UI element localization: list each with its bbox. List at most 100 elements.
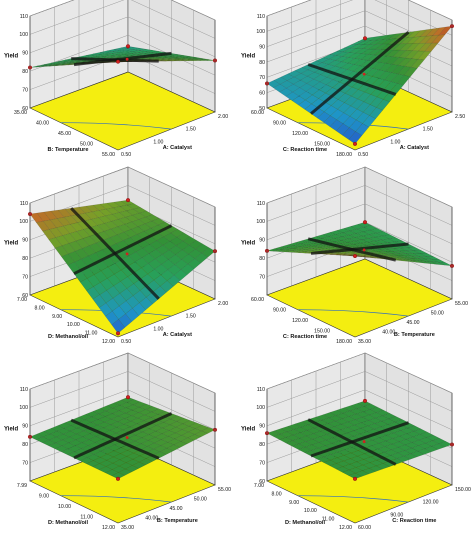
z-tick-label: 100 (256, 29, 265, 35)
x-tick-label: 90.00 (390, 512, 403, 518)
x-tick-label: 45.00 (407, 320, 420, 326)
y-tick-label: 7.00 (17, 297, 27, 303)
y-axis-title: D: Methanol/oil (285, 520, 326, 526)
z-tick-label: 110 (20, 14, 28, 20)
x-tick-label: 35.00 (358, 339, 371, 345)
y-tick-label: 7.00 (254, 483, 264, 489)
y-tick-label: 11.00 (85, 331, 98, 337)
z-tick-label: 100 (256, 405, 265, 411)
x-axis-title: B: Temperature (157, 518, 198, 524)
z-tick-label: 60 (259, 479, 265, 485)
z-axis-title: Yield (241, 53, 255, 59)
x-tick-label: 1.50 (186, 127, 196, 133)
y-tick-label: 8.00 (271, 491, 281, 497)
z-tick-label: 80 (259, 60, 265, 66)
z-tick-label: 60 (22, 293, 28, 299)
z-tick-label: 110 (257, 14, 265, 20)
y-tick-label: 60.00 (251, 110, 264, 116)
z-tick-label: 110 (257, 387, 265, 393)
y-tick-label: 12.00 (102, 339, 115, 345)
surface-plot-6: 60 70 80 90 100 110 Yield 7.00 8.00 9.00 10.00 11.0… (241, 352, 471, 531)
z-tick-label: 110 (20, 387, 28, 393)
y-tick-label: 55.00 (102, 152, 115, 158)
y-axis-title: B: Temperature (48, 147, 89, 153)
y-tick-label: 60.00 (251, 297, 264, 303)
y-tick-label: 10.00 (304, 508, 317, 514)
x-tick-label: 2.50 (455, 114, 465, 120)
z-tick-label: 100 (256, 219, 265, 225)
z-tick-label: 90 (259, 424, 265, 430)
z-tick-label: 90 (259, 238, 265, 244)
z-axis-title: Yield (4, 426, 18, 432)
x-axis-title: A: Catalyst (163, 145, 192, 151)
x-tick-label: 0.50 (121, 152, 131, 158)
z-tick-label: 80 (22, 442, 28, 448)
surface-plot-5: 70 80 90 100 110 Yield 7.99 9.00 10.00 11.00 12.00… (4, 352, 231, 531)
x-tick-label: 120.00 (423, 500, 439, 506)
y-axis-title: C: Reaction time (283, 334, 327, 340)
x-tick-label: 0.50 (358, 152, 368, 158)
surface-plot-1: 60 70 80 90 100 110 Yield 35.00 40.00 45.00 50.00 5… (4, 0, 228, 158)
x-tick-label: 55.00 (218, 487, 231, 493)
y-tick-label: 90.00 (273, 121, 286, 127)
y-tick-label: 180.00 (336, 339, 352, 345)
z-tick-label: 70 (259, 75, 265, 81)
surface-plot-4: 70 80 90 100 110 Yield 60.00 90.00 120.00 150.00 1… (241, 166, 468, 345)
z-tick-label: 80 (22, 69, 28, 75)
y-tick-label: 120.00 (292, 318, 308, 324)
x-tick-label: 35.00 (121, 525, 134, 531)
y-axis-title: C: Reaction time (283, 147, 327, 153)
z-tick-label: 80 (259, 256, 265, 262)
x-axis-title: C: Reaction time (392, 518, 436, 524)
y-tick-label: 9.00 (39, 494, 49, 500)
y-tick-label: 180.00 (336, 152, 352, 158)
y-tick-label: 8.00 (34, 305, 44, 311)
z-tick-label: 70 (22, 274, 28, 280)
y-tick-label: 45.00 (58, 131, 71, 137)
y-tick-label: 10.00 (67, 322, 80, 328)
x-axis-title: B: Temperature (394, 332, 435, 338)
x-tick-label: 2.00 (218, 301, 228, 307)
x-tick-label: 1.50 (186, 314, 196, 320)
z-tick-label: 70 (22, 87, 28, 93)
y-tick-label: 11.00 (80, 515, 93, 521)
z-tick-label: 100 (19, 405, 28, 411)
z-axis-title: Yield (241, 240, 255, 246)
x-tick-label: 1.00 (153, 139, 163, 145)
x-tick-label: 0.50 (121, 339, 131, 345)
x-tick-label: 50.00 (431, 311, 444, 317)
x-tick-label: 1.00 (153, 326, 163, 332)
y-tick-label: 12.00 (339, 525, 352, 531)
z-tick-label: 70 (22, 460, 28, 466)
z-tick-label: 50 (259, 106, 265, 112)
z-axis-title: Yield (241, 426, 255, 432)
z-axis-title: Yield (4, 240, 18, 246)
y-tick-label: 40.00 (36, 121, 49, 127)
y-tick-label: 50.00 (80, 142, 93, 148)
y-tick-label: 150.00 (314, 142, 330, 148)
z-tick-label: 110 (20, 201, 28, 207)
x-tick-label: 50.00 (194, 497, 207, 503)
x-tick-label: 150.00 (455, 487, 471, 493)
y-tick-label: 90.00 (273, 308, 286, 314)
x-tick-label: 2.00 (218, 114, 228, 120)
x-axis-title: A: Catalyst (163, 332, 192, 338)
y-tick-label: 9.00 (289, 500, 299, 506)
y-tick-label: 11.00 (322, 517, 335, 523)
z-tick-label: 70 (259, 274, 265, 280)
x-tick-label: 1.50 (423, 127, 433, 133)
x-tick-label: 45.00 (170, 506, 183, 512)
z-tick-label: 90 (259, 44, 265, 50)
y-axis-title: D: Methanol/oil (48, 334, 89, 340)
z-tick-label: 80 (259, 442, 265, 448)
y-tick-label: 120.00 (292, 131, 308, 137)
z-tick-label: 100 (19, 32, 28, 38)
y-tick-label: 10.00 (58, 504, 71, 510)
y-tick-label: 7.99 (17, 483, 27, 489)
y-tick-label: 150.00 (314, 329, 330, 335)
surface-plot-2: 50 60 70 80 90 100 110 Yield 60.00 90.00 120.00 150… (241, 0, 465, 158)
z-tick-label: 90 (22, 238, 28, 244)
x-tick-label: 1.00 (390, 139, 400, 145)
z-tick-label: 110 (257, 201, 265, 207)
